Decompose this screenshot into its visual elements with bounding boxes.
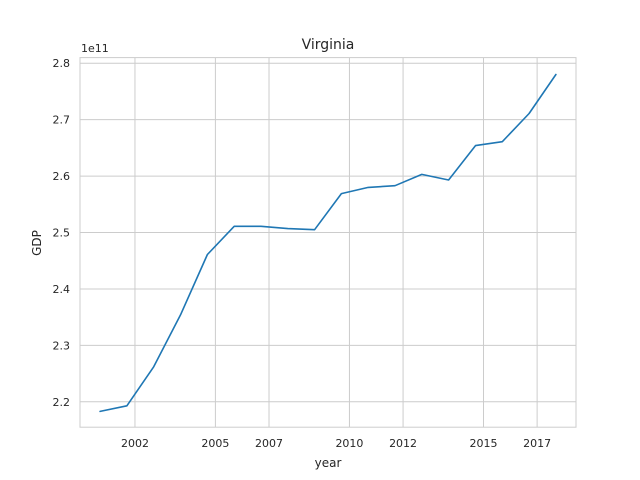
y-tick-label: 2.6 xyxy=(53,170,71,183)
y-tick-label: 2.5 xyxy=(53,227,71,240)
x-tick-labels: 2002 2005 2007 2010 2012 2015 2017 xyxy=(121,437,551,450)
series-line-gdp xyxy=(99,73,557,413)
plot-area xyxy=(80,57,576,428)
grid-lines xyxy=(80,57,576,428)
y-tick-label: 2.8 xyxy=(53,57,71,70)
x-tick-label: 2012 xyxy=(389,437,417,450)
x-tick-label: 2005 xyxy=(201,437,229,450)
y-offset-label: 1e11 xyxy=(81,42,109,55)
x-tick-label: 2007 xyxy=(255,437,283,450)
y-tick-label: 2.2 xyxy=(53,396,71,409)
x-axis-label: year xyxy=(315,456,342,470)
y-axis-label: GDP xyxy=(30,230,44,256)
y-tick-labels: 2.2 2.3 2.4 2.5 2.6 2.7 2.8 xyxy=(53,57,71,409)
y-tick-label: 2.3 xyxy=(53,339,71,352)
y-tick-label: 2.4 xyxy=(53,283,71,296)
x-tick-label: 2010 xyxy=(335,437,363,450)
x-tick-label: 2017 xyxy=(523,437,551,450)
x-tick-label: 2015 xyxy=(470,437,498,450)
plot-frame xyxy=(79,57,577,428)
y-tick-label: 2.7 xyxy=(53,114,71,127)
x-tick-label: 2002 xyxy=(121,437,149,450)
chart-title: Virginia xyxy=(302,37,355,53)
